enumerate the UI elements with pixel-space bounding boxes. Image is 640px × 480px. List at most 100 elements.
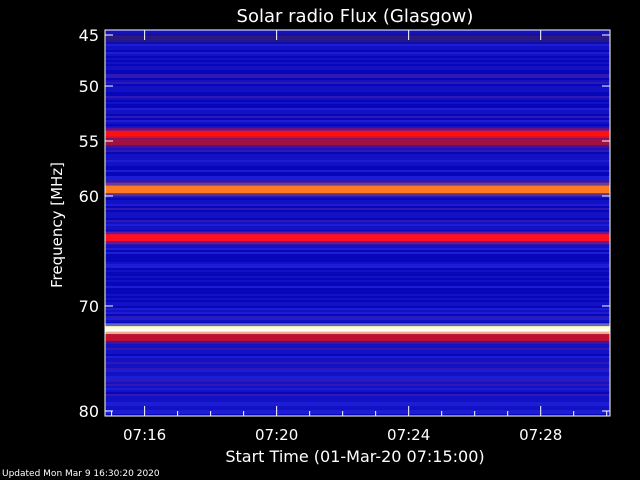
noise-row (105, 342, 610, 344)
noise-row (105, 122, 610, 124)
noise-row (105, 264, 610, 266)
x-axis-label: Start Time (01-Mar-20 07:15:00) (225, 447, 484, 466)
y-axis: 45 50 55 60 70 80 (79, 26, 610, 421)
noise-row (105, 320, 610, 322)
noise-row (105, 254, 610, 256)
noise-row (105, 392, 610, 394)
noise-row (105, 364, 610, 366)
noise-row (105, 200, 610, 202)
noise-row (105, 284, 610, 286)
updated-timestamp: Updated Mon Mar 9 16:30:20 2020 (2, 469, 160, 479)
noise-row (105, 260, 610, 262)
y-tick-label: 45 (79, 26, 99, 45)
noise-row (105, 380, 610, 382)
noise-row (105, 220, 610, 222)
noise-row (105, 302, 610, 304)
noise-row (105, 354, 610, 356)
x-tick-label: 07:16 (123, 426, 166, 444)
noise-row (105, 250, 610, 252)
noise-row (105, 196, 610, 198)
noise-row (105, 322, 610, 324)
noise-row (105, 46, 610, 48)
noise-row (105, 292, 610, 294)
noise-row (105, 340, 610, 342)
noise-row (105, 224, 610, 226)
emission-band (105, 185, 610, 194)
emission-band (105, 334, 610, 341)
emission-band (105, 138, 610, 146)
noise-row (105, 194, 610, 196)
noise-row (105, 216, 610, 218)
emission-band (105, 35, 610, 41)
noise-row (105, 114, 610, 116)
emission-band (105, 130, 610, 139)
noise-row (105, 74, 610, 76)
noise-row (105, 66, 610, 68)
noise-row (105, 68, 610, 70)
noise-row (105, 298, 610, 300)
noise-row (105, 164, 610, 166)
noise-row (105, 146, 610, 148)
noise-row (105, 386, 610, 388)
noise-row (105, 268, 610, 270)
noise-row (105, 90, 610, 92)
noise-row (105, 232, 610, 234)
noise-row (105, 384, 610, 386)
noise-row (105, 202, 610, 204)
noise-row (105, 382, 610, 384)
noise-row (105, 106, 610, 108)
noise-row (105, 94, 610, 96)
noise-row (105, 180, 610, 182)
noise-row (105, 276, 610, 278)
noise-row (105, 116, 610, 118)
noise-row (105, 274, 610, 276)
noise-row (105, 170, 610, 172)
noise-row (105, 78, 610, 80)
noise-row (105, 102, 610, 104)
noise-row (105, 266, 610, 268)
noise-row (105, 112, 610, 114)
noise-row (105, 108, 610, 110)
noise-row (105, 406, 610, 408)
chart-title: Solar radio Flux (Glasgow) (237, 6, 474, 27)
noise-row (105, 352, 610, 354)
noise-row (105, 408, 610, 410)
noise-row (105, 400, 610, 402)
noise-row (105, 272, 610, 274)
y-tick-label: 60 (79, 187, 99, 206)
noise-row (105, 152, 610, 154)
noise-row (105, 286, 610, 288)
noise-row (105, 82, 610, 84)
noise-row (105, 280, 610, 282)
noise-row (105, 378, 610, 380)
noise-row (105, 34, 610, 36)
noise-row (105, 156, 610, 158)
noise-row (105, 256, 610, 258)
noise-row (105, 150, 610, 152)
noise-row (105, 214, 610, 216)
noise-row (105, 62, 610, 64)
noise-row (105, 44, 610, 46)
noise-row (105, 388, 610, 390)
noise-row (105, 174, 610, 176)
noise-row (105, 126, 610, 128)
noise-row (105, 244, 610, 246)
y-tick-label: 70 (79, 297, 99, 316)
noise-row (105, 206, 610, 208)
noise-row (105, 242, 610, 244)
noise-row (105, 72, 610, 74)
noise-row (105, 128, 610, 130)
noise-row (105, 304, 610, 306)
noise-row (105, 368, 610, 370)
noise-row (105, 310, 610, 312)
noise-row (105, 396, 610, 398)
noise-row (105, 360, 610, 362)
noise-row (105, 288, 610, 290)
noise-row (105, 182, 610, 184)
noise-row (105, 80, 610, 82)
noise-row (105, 348, 610, 350)
noise-row (105, 86, 610, 88)
noise-row (105, 410, 610, 412)
noise-row (105, 178, 610, 180)
noise-row (105, 104, 610, 106)
